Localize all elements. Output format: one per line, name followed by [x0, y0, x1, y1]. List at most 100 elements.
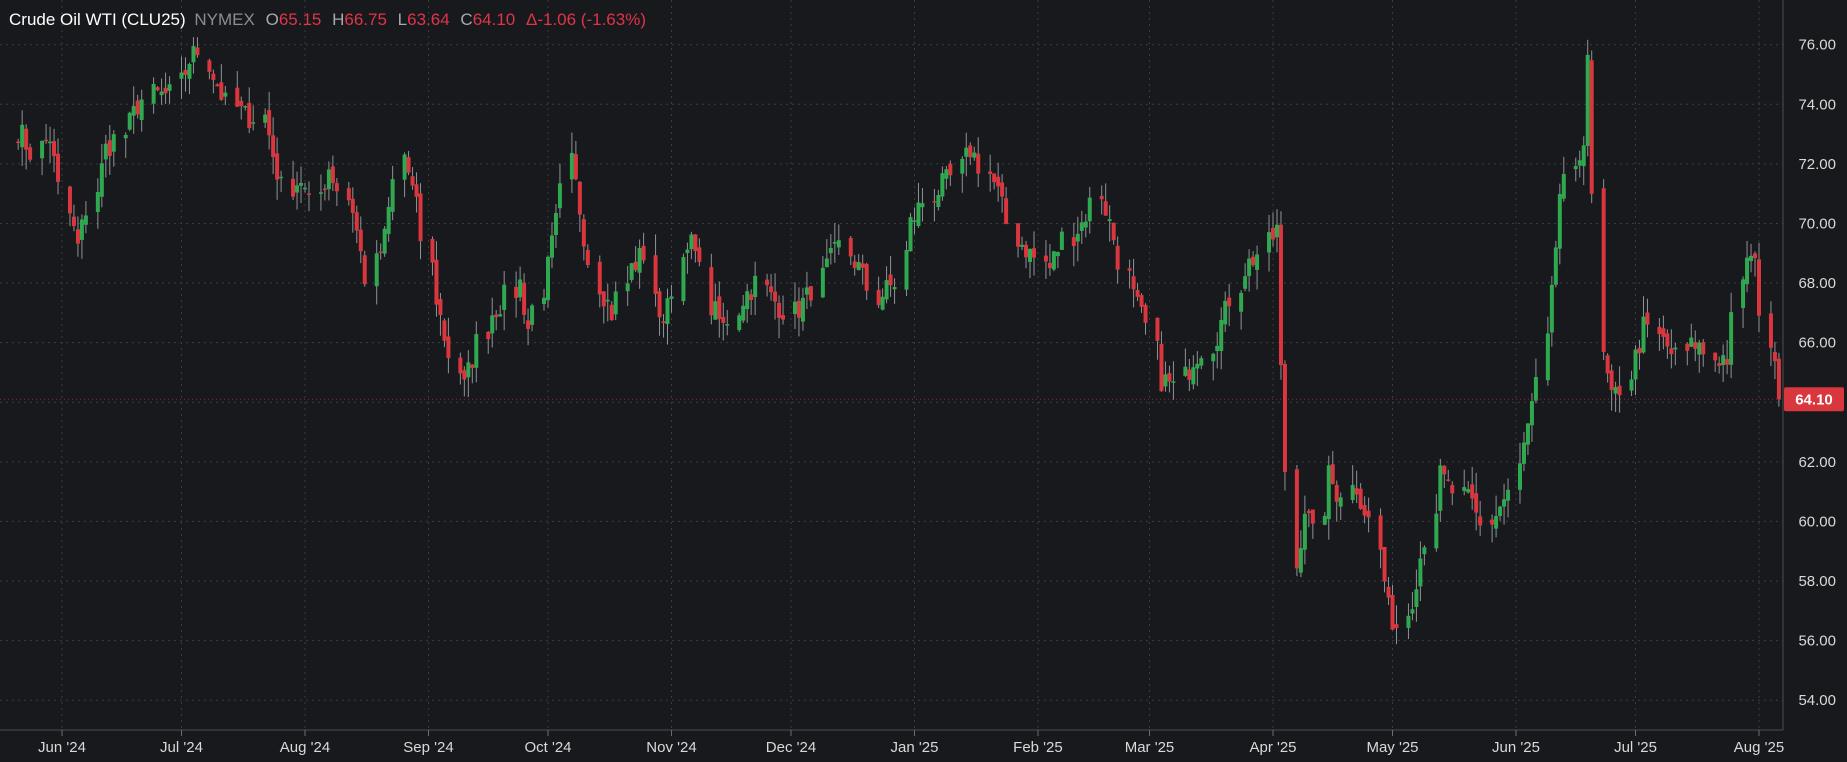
candle-body-up	[530, 305, 535, 325]
time-axis[interactable]: Jun '24 Jul '24 Aug '24 Sep '24 Oct '24 Nov '…	[0, 729, 1784, 756]
candle-body-up	[1059, 231, 1064, 250]
candle-body-down	[71, 216, 76, 226]
candle-body-up	[1613, 387, 1618, 394]
candle-body-up	[625, 283, 630, 292]
candle-body-up	[1239, 292, 1244, 312]
candle-body-down	[410, 176, 415, 186]
candle-body-up	[187, 64, 192, 79]
price-tick-label: 76.00	[1798, 37, 1836, 54]
candle-body-up	[1163, 374, 1168, 387]
candle-body-up	[251, 122, 256, 124]
candle-body-down	[52, 141, 57, 157]
candles-layer	[16, 37, 1781, 645]
candle-body-up	[490, 315, 495, 334]
candle-body-down	[1717, 363, 1722, 366]
candle-body-down	[1000, 182, 1005, 197]
time-tick-label: Aug '25	[1734, 739, 1784, 756]
candle-body-down	[641, 245, 646, 261]
candle-body-down	[1669, 348, 1674, 355]
time-tick-label: May '25	[1366, 739, 1418, 756]
candle-body-down	[215, 84, 220, 87]
candle-body-down	[860, 263, 865, 268]
instrument-name: Crude Oil WTI (CLU25)	[9, 10, 186, 29]
last-price-box	[1784, 387, 1844, 412]
candle-body-up	[1243, 276, 1248, 289]
candle-body-up	[1223, 300, 1228, 325]
candle-body-up	[103, 143, 108, 160]
candle-body-down	[1378, 515, 1383, 550]
candle-body-up	[1171, 381, 1176, 383]
candle-body-down	[769, 286, 774, 293]
candle-body-down	[1016, 223, 1021, 247]
candle-body-up	[1302, 513, 1307, 550]
candle-body-up	[569, 152, 574, 180]
candle-body-down	[291, 178, 296, 197]
candle-body-up	[382, 228, 387, 254]
candle-body-down	[1131, 276, 1136, 290]
candle-body-up	[151, 83, 156, 104]
candle-body-up	[936, 194, 941, 208]
price-tick-label: 56.00	[1798, 633, 1836, 650]
candle-body-down	[247, 103, 252, 129]
candle-body-up	[302, 187, 307, 190]
candle-body-down	[1601, 188, 1606, 352]
candle-body-up	[326, 169, 331, 190]
candle-body-up	[549, 235, 554, 258]
candle-body-up	[502, 284, 507, 310]
candle-body-up	[1494, 515, 1499, 529]
candle-body-down	[107, 140, 112, 156]
candle-body-up	[1557, 194, 1562, 249]
candle-body-up	[1414, 589, 1419, 608]
candle-body-down	[486, 331, 491, 340]
candle-body-down	[1031, 248, 1036, 258]
candle-body-down	[346, 188, 351, 201]
candle-body-up	[223, 92, 228, 97]
time-tick-label: Oct '24	[524, 739, 571, 756]
candle-body-up	[1255, 254, 1260, 270]
candle-body-up	[1689, 337, 1694, 347]
candle-body-up	[824, 258, 829, 268]
candle-body-down	[1657, 326, 1662, 335]
candle-body-down	[1645, 312, 1650, 325]
candle-body-down	[888, 274, 893, 286]
time-tick-label: Mar '25	[1125, 739, 1175, 756]
candle-body-up	[836, 240, 841, 248]
candle-body-down	[362, 255, 367, 285]
candle-body-up	[159, 91, 164, 96]
candle-body-down	[239, 100, 244, 107]
candle-body-up	[745, 291, 750, 310]
price-tick-label: 70.00	[1798, 215, 1836, 232]
candle-body-down	[1103, 201, 1108, 216]
candle-body-up	[1322, 515, 1327, 525]
candle-body-down	[1665, 333, 1670, 347]
candle-body-up	[386, 206, 391, 234]
candle-body-down	[976, 153, 981, 174]
candle-body-up	[1083, 221, 1088, 228]
candle-body-up	[856, 262, 861, 271]
time-tick-label: Feb '25	[1013, 739, 1063, 756]
candle-body-down	[1111, 222, 1116, 241]
candle-body-up	[1498, 506, 1503, 517]
candle-body-down	[1354, 488, 1359, 495]
candle-body-up	[1581, 145, 1586, 167]
candle-body-down	[948, 163, 953, 176]
candle-body-down	[514, 286, 519, 299]
time-tick-label: Nov '24	[646, 739, 696, 756]
candle-body-up	[1741, 279, 1746, 308]
candle-body-up	[263, 114, 268, 123]
price-axis[interactable]: 54.0056.0058.0060.0062.0064.0066.0068.00…	[1782, 0, 1836, 730]
candle-body-down	[442, 320, 447, 341]
candle-body-down	[1024, 244, 1029, 258]
candle-body-up	[1517, 463, 1522, 490]
candle-body-down	[781, 315, 786, 320]
candle-body-down	[1713, 352, 1718, 361]
candle-body-up	[665, 298, 670, 325]
candle-body-up	[800, 297, 805, 322]
time-tick-label: Jan '25	[891, 739, 939, 756]
candle-body-down	[1446, 479, 1451, 481]
price-tick-label: 62.00	[1798, 454, 1836, 471]
candle-body-down	[693, 234, 698, 252]
candle-body-up	[1055, 251, 1060, 257]
candle-body-up	[374, 253, 379, 287]
